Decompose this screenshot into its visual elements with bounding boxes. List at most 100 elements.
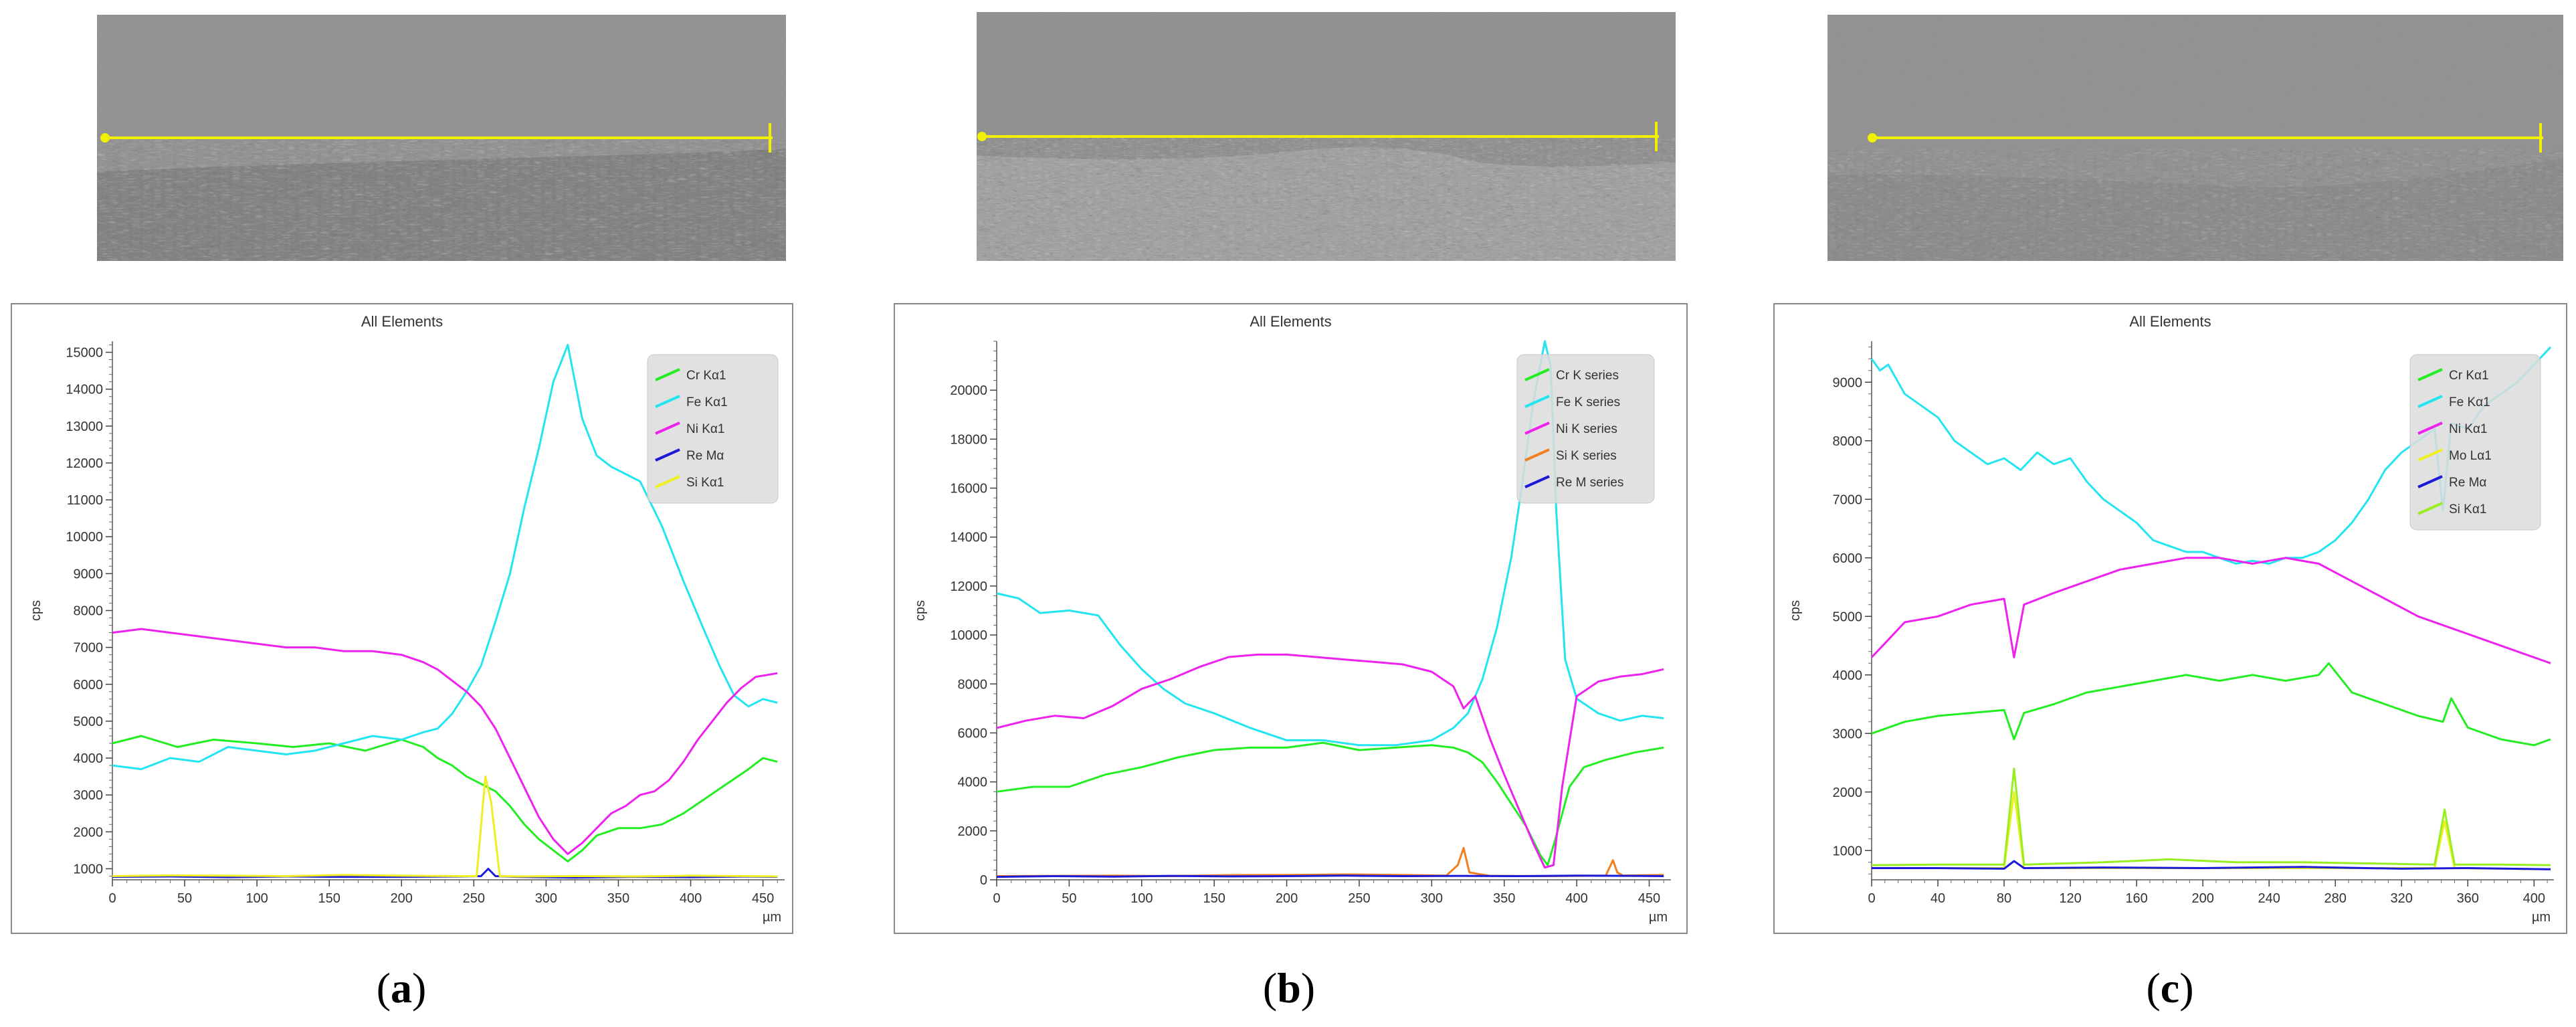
legend-swatch xyxy=(655,448,680,462)
y-tick-label: 2000 xyxy=(1833,785,1863,800)
x-tick-label: 120 xyxy=(2059,891,2081,906)
legend-swatch xyxy=(2417,368,2443,381)
micrograph-a-image xyxy=(97,15,786,261)
series-line xyxy=(1871,767,2551,866)
legend-swatch xyxy=(2417,475,2443,488)
y-axis-label: cps xyxy=(1788,600,1803,621)
chart-b: All Elements 0 2000 4000 6000 8000 10000 12000 1… xyxy=(894,303,1688,934)
y-tick-label: 2000 xyxy=(958,824,988,839)
legend-label: Re Mα xyxy=(2449,476,2486,490)
x-tick-label: 200 xyxy=(391,891,413,906)
x-tick-label: 450 xyxy=(1638,891,1660,906)
x-axis-label: µm xyxy=(763,910,781,925)
legend-label: Fe K series xyxy=(1556,395,1620,409)
y-tick-label: 2000 xyxy=(74,825,104,840)
legend-swatch xyxy=(1524,448,1550,462)
y-tick-label: 7000 xyxy=(74,641,104,656)
chart-c: All Elements 1000 2000 3000 4000 5000 6000 7000… xyxy=(1773,303,2567,934)
micrograph-b xyxy=(977,12,1676,261)
legend-label: Si K series xyxy=(1556,449,1617,463)
legend-label: Ni Kα1 xyxy=(686,422,724,436)
y-tick-label: 8000 xyxy=(958,677,988,692)
chart-title: All Elements xyxy=(361,313,443,330)
legend-swatch xyxy=(2417,422,2443,435)
y-tick-label: 15000 xyxy=(66,346,103,361)
micrograph-c-image xyxy=(1827,15,2563,261)
x-tick-label: 240 xyxy=(2258,891,2280,906)
x-tick-label: 160 xyxy=(2125,891,2147,906)
y-tick-label: 6000 xyxy=(1833,551,1863,566)
x-tick-label: 250 xyxy=(1348,891,1370,906)
series-line xyxy=(996,874,1664,878)
caption-b: (b) xyxy=(1262,964,1316,1012)
legend-swatch xyxy=(1524,368,1550,381)
y-tick-label: 14000 xyxy=(66,383,103,397)
legend-label: Si Kα1 xyxy=(2449,502,2486,517)
x-tick-label: 450 xyxy=(752,891,774,906)
legend-swatch xyxy=(655,422,680,435)
x-axis-label: µm xyxy=(1649,910,1668,925)
y-tick-label: 11000 xyxy=(67,493,103,508)
y-axis-label: cps xyxy=(29,600,43,621)
y-tick-label: 4000 xyxy=(74,751,104,766)
legend-box xyxy=(1516,354,1655,504)
y-tick-label: 6000 xyxy=(958,726,988,741)
y-tick-label: 5000 xyxy=(74,715,104,729)
x-tick-label: 100 xyxy=(245,891,268,906)
legend-label: Re M series xyxy=(1556,476,1623,490)
caption-c: (c) xyxy=(2146,964,2194,1012)
legend-label: Fe Kα1 xyxy=(2449,395,2490,409)
y-tick-label: 8000 xyxy=(74,604,104,619)
chart-a: All Elements 1000 2000 3000 4000 5000 6000 7000… xyxy=(11,303,793,934)
legend-swatch xyxy=(655,368,680,381)
y-tick-label: 10000 xyxy=(950,628,987,643)
x-tick-label: 400 xyxy=(680,891,702,906)
y-tick-label: 18000 xyxy=(950,432,987,447)
legend-label: Fe Kα1 xyxy=(686,395,728,409)
x-axis-label: µm xyxy=(2532,910,2551,925)
x-tick-label: 300 xyxy=(1421,891,1443,906)
x-tick-label: 100 xyxy=(1130,891,1153,906)
y-tick-label: 9000 xyxy=(1833,375,1863,390)
x-tick-label: 50 xyxy=(1062,891,1076,906)
legend-label: Re Mα xyxy=(686,449,724,463)
series-line xyxy=(112,775,778,878)
legend-swatch xyxy=(1524,475,1550,488)
series-line xyxy=(996,653,1664,869)
legend-label: Ni K series xyxy=(1556,422,1617,436)
x-tick-label: 300 xyxy=(535,891,557,906)
y-tick-label: 20000 xyxy=(950,383,987,398)
x-tick-label: 350 xyxy=(607,891,629,906)
micrograph-b-image xyxy=(977,12,1676,261)
y-tick-label: 1000 xyxy=(1833,844,1863,858)
x-tick-label: 280 xyxy=(2324,891,2347,906)
y-tick-label: 3000 xyxy=(1833,727,1863,741)
legend-box xyxy=(2409,354,2541,531)
y-tick-label: 5000 xyxy=(1833,610,1863,624)
y-tick-label: 4000 xyxy=(958,775,988,790)
legend-label: Si Kα1 xyxy=(686,476,724,490)
x-tick-label: 320 xyxy=(2391,891,2413,906)
legend-swatch xyxy=(655,395,680,408)
y-tick-label: 7000 xyxy=(1833,492,1863,507)
series-line xyxy=(1870,557,2551,664)
y-tick-label: 13000 xyxy=(66,419,103,434)
legend-swatch xyxy=(2417,502,2443,515)
series-line xyxy=(996,340,1664,747)
legend-label: Mo Lα1 xyxy=(2449,449,2492,463)
y-tick-label: 10000 xyxy=(66,530,103,545)
x-tick-label: 400 xyxy=(1565,891,1587,906)
x-tick-label: 400 xyxy=(2523,891,2545,906)
micrograph-c xyxy=(1827,15,2563,261)
series-line xyxy=(996,741,1664,866)
legend-box xyxy=(647,354,779,504)
legend-label: Ni Kα1 xyxy=(2449,422,2487,436)
x-tick-label: 0 xyxy=(108,891,116,906)
legend-swatch xyxy=(2417,448,2443,462)
y-tick-label: 3000 xyxy=(74,788,104,803)
legend-swatch xyxy=(2417,395,2443,408)
x-tick-label: 0 xyxy=(1868,891,1875,906)
legend-swatch xyxy=(655,475,680,488)
series-line xyxy=(1872,860,2551,870)
series-line xyxy=(996,846,1664,877)
